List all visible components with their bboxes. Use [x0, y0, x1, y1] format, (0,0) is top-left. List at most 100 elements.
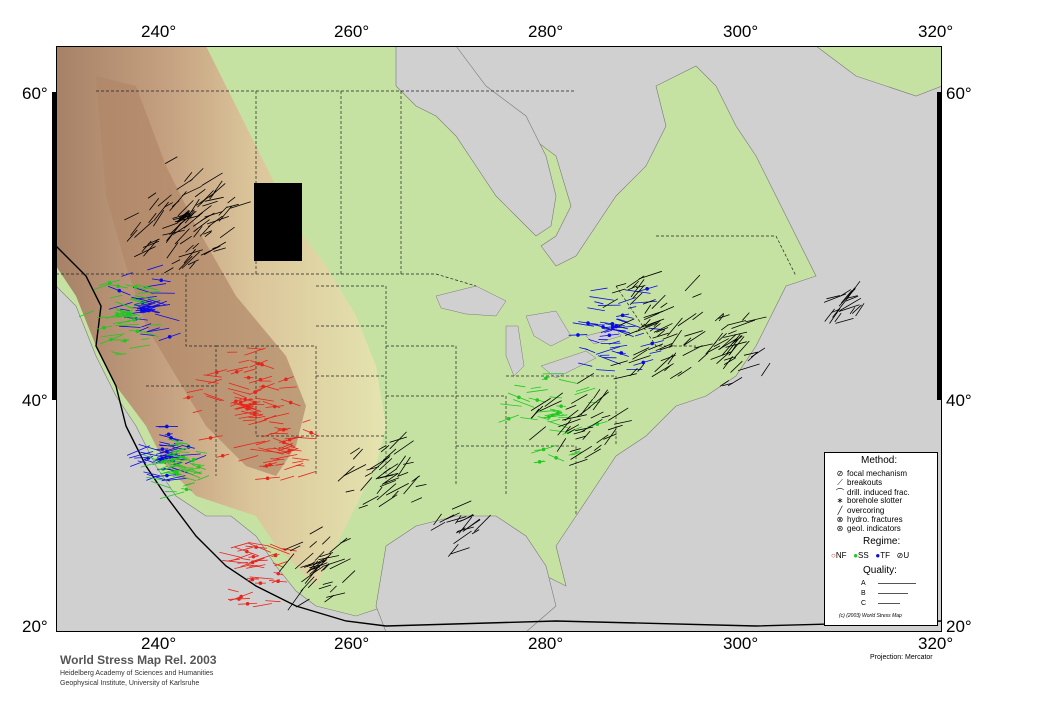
stress-marker [352, 448, 363, 460]
stress-marker [326, 592, 346, 598]
stress-marker [655, 342, 673, 352]
stress-marker [683, 337, 692, 346]
stress-marker [300, 576, 315, 592]
stress-marker [714, 313, 724, 322]
stress-marker [307, 578, 317, 589]
stress-marker [569, 448, 581, 452]
stress-marker [174, 228, 190, 245]
stress-marker [642, 299, 656, 305]
legend-method-breakouts: ⟋ breakouts [833, 478, 882, 488]
stress-marker [584, 348, 596, 354]
stress-regime-dot [281, 427, 286, 432]
legend-quality-b: B [861, 590, 908, 597]
stress-marker [297, 471, 316, 478]
stress-regime-dot [256, 361, 261, 366]
stress-marker [213, 247, 226, 252]
stress-marker [596, 369, 615, 372]
stress-regime-dot [576, 333, 580, 337]
stress-regime-dot [145, 285, 149, 290]
stress-marker [446, 516, 467, 523]
stress-marker [183, 248, 196, 264]
stress-marker [677, 313, 697, 327]
stress-marker [143, 300, 161, 306]
stress-marker [284, 436, 303, 440]
stress-marker [572, 322, 594, 327]
stress-marker [147, 264, 164, 271]
stress-marker [731, 319, 756, 329]
stress-marker [178, 211, 188, 219]
footer-title: World Stress Map Rel. 2003 [60, 653, 217, 667]
stress-marker [623, 315, 634, 319]
stress-marker [350, 447, 360, 455]
greenland [815, 46, 942, 97]
data-gap-mask [254, 183, 302, 261]
stress-marker [376, 486, 383, 495]
stress-regime-dot [544, 376, 548, 381]
stress-marker [651, 294, 666, 309]
stress-marker [454, 515, 462, 524]
stress-regime-dot [272, 404, 277, 409]
stress-marker [190, 463, 205, 466]
stress-regime-dot [265, 476, 270, 481]
stress-marker [629, 292, 643, 306]
stress-marker [578, 362, 593, 367]
stress-marker [179, 211, 189, 220]
stress-marker [208, 183, 226, 198]
stress-marker [278, 447, 302, 452]
stress-regime-dot [261, 384, 266, 389]
stress-regime-dot [246, 375, 251, 380]
stress-marker [203, 230, 213, 235]
stress-marker [193, 219, 210, 233]
stress-marker [430, 521, 446, 531]
stress-marker [513, 399, 535, 408]
stress-marker [142, 454, 165, 464]
breakouts-icon: ⟋ [837, 478, 843, 487]
stress-marker [275, 463, 285, 466]
stress-marker [397, 456, 411, 476]
stress-marker [571, 451, 583, 456]
stress-regime-dot [650, 341, 654, 346]
legend-quality-a: A [861, 580, 916, 587]
stress-marker [314, 551, 325, 561]
stress-marker [716, 351, 730, 364]
stress-map[interactable] [56, 46, 942, 632]
stress-marker [248, 542, 269, 547]
stress-marker [466, 514, 474, 519]
stress-marker [161, 470, 171, 474]
stress-marker [666, 317, 683, 337]
stress-marker [197, 205, 212, 217]
stress-marker [465, 519, 481, 530]
stress-marker [169, 218, 186, 235]
stress-marker [234, 564, 251, 569]
stress-regime-dot [586, 321, 590, 325]
stress-marker [186, 388, 203, 393]
lon-label-320-bottom: 320° [918, 634, 954, 653]
stress-marker [172, 461, 183, 465]
stress-marker [164, 267, 174, 274]
stress-marker [389, 431, 407, 450]
stress-marker [580, 398, 594, 416]
stress-marker [845, 280, 861, 301]
stress-marker [576, 406, 591, 418]
stress-marker [539, 400, 562, 412]
stress-regime-dot [645, 287, 649, 291]
stress-regime-dot [167, 335, 172, 339]
stress-regime-dot [284, 377, 288, 382]
stress-marker [234, 402, 257, 410]
stress-marker [167, 477, 188, 481]
stress-marker [376, 472, 399, 479]
stress-marker [292, 457, 310, 461]
legend-method-hydro: ⊗ hydro. fractures [833, 515, 903, 524]
stress-marker [140, 463, 154, 468]
stress-marker [403, 476, 419, 495]
stress-marker [264, 412, 290, 420]
stress-marker [146, 327, 160, 333]
stress-marker [544, 392, 564, 407]
stress-marker [632, 349, 648, 360]
stress-marker [552, 414, 568, 417]
strike-slip-icon: ● [853, 551, 859, 560]
legend-method-focal: ⊘ focal mechanism [833, 469, 907, 478]
stress-marker [608, 407, 629, 421]
stress-regime-dot [132, 318, 136, 322]
stress-marker [835, 317, 854, 324]
